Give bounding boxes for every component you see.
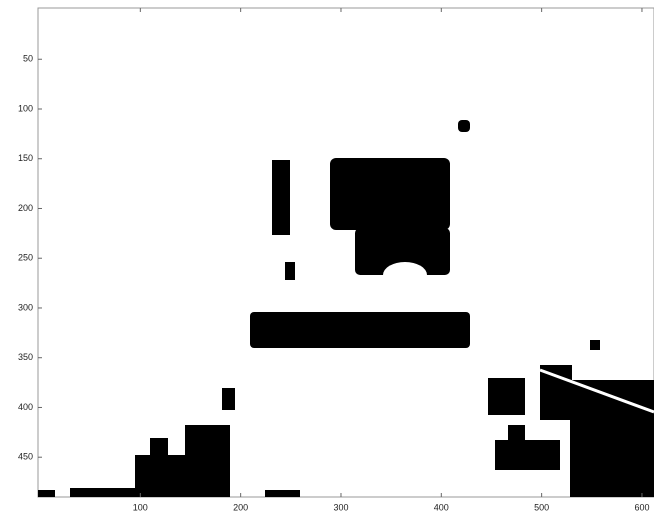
y-tick-label: 400: [18, 402, 33, 412]
x-tick-label: 600: [634, 502, 649, 512]
y-tick-label: 300: [18, 302, 33, 312]
hole: [383, 262, 427, 288]
blob: [222, 388, 235, 410]
x-tick-label: 400: [434, 502, 449, 512]
blob: [250, 312, 470, 348]
x-tick-label: 500: [534, 502, 549, 512]
blob: [495, 440, 560, 470]
blob: [330, 158, 450, 230]
blob: [185, 425, 230, 497]
blob: [272, 160, 290, 235]
plot-area: [38, 8, 654, 497]
blob: [285, 262, 295, 280]
blob: [150, 438, 168, 455]
y-tick-label: 200: [18, 203, 33, 213]
blob: [38, 490, 55, 497]
y-tick-label: 100: [18, 103, 33, 113]
blob: [265, 490, 300, 497]
x-tick-label: 300: [333, 502, 348, 512]
y-tick-label: 50: [23, 54, 33, 64]
y-tick-label: 450: [18, 452, 33, 462]
y-tick-label: 250: [18, 253, 33, 263]
y-tick-label: 150: [18, 153, 33, 163]
y-tick-label: 350: [18, 352, 33, 362]
x-tick-label: 100: [133, 502, 148, 512]
blob: [458, 120, 470, 132]
blob: [70, 488, 136, 497]
chart: 100 200 300 400 500 600 50 100 150 200 250 300 350 40…: [0, 0, 654, 521]
blob: [135, 455, 185, 497]
x-tick-label: 200: [233, 502, 248, 512]
blob: [590, 340, 600, 350]
blob: [488, 378, 525, 415]
